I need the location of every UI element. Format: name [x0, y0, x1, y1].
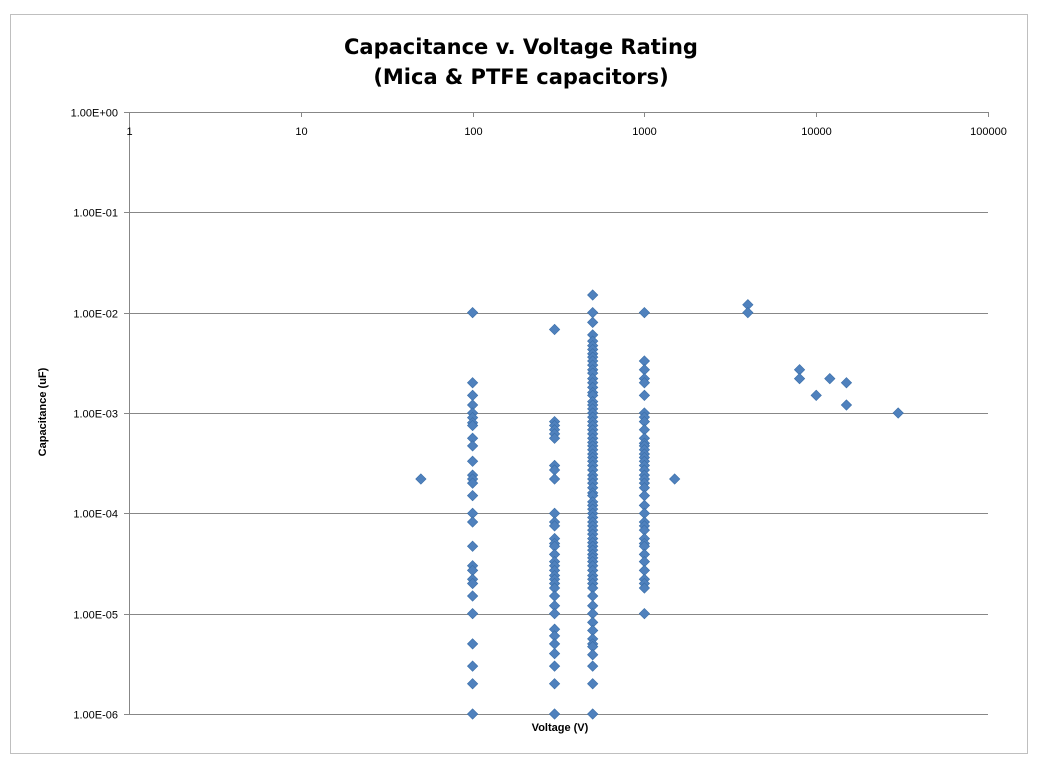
data-point	[466, 638, 479, 650]
data-point	[638, 307, 651, 319]
data-point	[548, 590, 561, 602]
data-point	[638, 582, 651, 594]
x-tick-label: 10	[295, 126, 307, 138]
data-point	[548, 638, 561, 650]
data-point	[587, 590, 599, 602]
data-point	[466, 540, 479, 552]
data-point	[466, 455, 479, 467]
data-point	[466, 377, 479, 389]
data-point	[466, 608, 479, 620]
y-tick-label: 1.00E-05	[73, 610, 118, 622]
data-point	[466, 477, 479, 489]
data-point	[548, 432, 561, 444]
chart-area	[10, 14, 1028, 754]
data-point	[548, 608, 561, 620]
data-point	[638, 389, 651, 401]
data-point	[587, 660, 599, 672]
y-tick-label: 1.00E-04	[73, 509, 118, 521]
data-point	[466, 660, 479, 672]
data-point	[638, 490, 651, 502]
data-point	[548, 647, 561, 660]
data-point	[466, 590, 479, 602]
data-point	[669, 473, 681, 485]
data-points	[415, 289, 904, 720]
chart-title-line-2: (Mica & PTFE capacitors)	[373, 65, 668, 89]
y-axis-label: Capacitance (uF)	[37, 367, 49, 456]
data-point	[466, 419, 479, 432]
data-point	[466, 708, 479, 720]
data-point	[548, 660, 561, 672]
data-point	[840, 399, 853, 411]
data-point	[638, 608, 651, 620]
data-point	[810, 389, 822, 401]
y-tick-label: 1.00E-02	[73, 309, 118, 321]
tick-labels: 1.00E+00 1.00E-01 1.00E-02 1.00E-03 1.00E-04…	[71, 108, 1007, 722]
data-point	[466, 490, 479, 502]
data-point	[742, 307, 754, 319]
data-point	[548, 520, 561, 532]
data-point	[587, 307, 599, 319]
x-tick-label: 100	[464, 126, 482, 138]
data-point	[548, 473, 561, 485]
data-point	[587, 316, 599, 329]
data-point	[892, 407, 904, 419]
data-point	[466, 440, 479, 452]
data-point	[548, 678, 561, 690]
data-point	[587, 289, 599, 301]
data-point	[638, 377, 651, 389]
x-tick-label: 10000	[801, 126, 832, 138]
gridlines	[129, 212, 988, 715]
data-point	[793, 373, 806, 385]
x-axis-label: Voltage (V)	[532, 722, 589, 734]
data-point	[587, 678, 599, 690]
data-point	[840, 377, 853, 389]
y-tick-label: 1.00E+00	[71, 108, 118, 120]
data-point	[466, 389, 479, 401]
data-point	[466, 516, 479, 528]
x-tick-label: 1	[126, 126, 132, 138]
data-point	[548, 708, 561, 720]
axes	[124, 112, 989, 715]
x-tick-label: 100000	[970, 126, 1007, 138]
y-tick-label: 1.00E-01	[73, 208, 118, 220]
data-point	[415, 473, 427, 485]
data-point	[466, 577, 479, 590]
data-point	[824, 373, 836, 385]
data-point	[466, 307, 479, 319]
y-tick-label: 1.00E-06	[73, 710, 118, 722]
x-tick-label: 1000	[632, 126, 656, 138]
chart-title-line-1: Capacitance v. Voltage Rating	[344, 35, 698, 59]
data-point	[466, 678, 479, 690]
data-point	[587, 708, 599, 720]
data-point	[548, 323, 561, 336]
data-point	[587, 649, 599, 661]
y-tick-label: 1.00E-03	[73, 409, 118, 421]
